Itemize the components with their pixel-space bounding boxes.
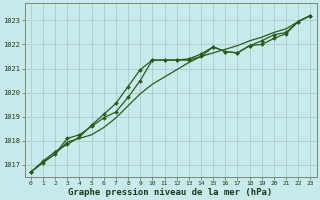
X-axis label: Graphe pression niveau de la mer (hPa): Graphe pression niveau de la mer (hPa) [68,188,273,197]
